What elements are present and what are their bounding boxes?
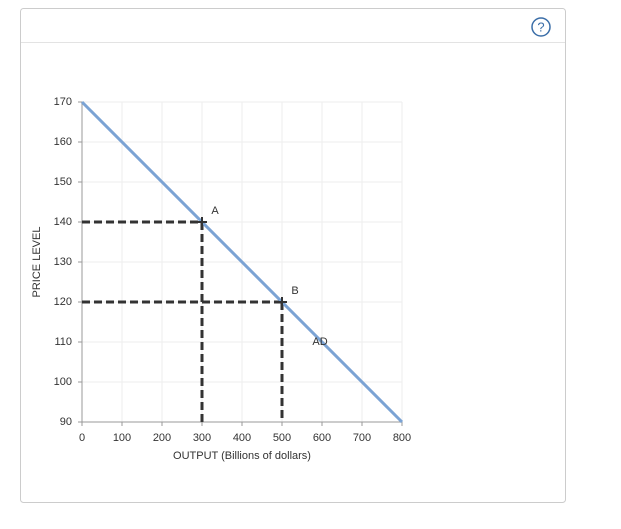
x-axis-label: OUTPUT (Billions of dollars) bbox=[173, 450, 311, 462]
x-tick-label: 700 bbox=[353, 432, 371, 444]
ad-curve bbox=[80, 100, 404, 424]
y-tick-label: 120 bbox=[54, 296, 72, 308]
x-tick-label: 800 bbox=[393, 432, 411, 444]
x-tick-label: 300 bbox=[193, 432, 211, 444]
point-marker bbox=[197, 217, 207, 227]
point-marker bbox=[277, 297, 287, 307]
x-tick-label: 200 bbox=[153, 432, 171, 444]
y-tick-label: 130 bbox=[54, 256, 72, 268]
help-button[interactable]: ? bbox=[531, 17, 551, 37]
y-tick-label: 90 bbox=[60, 416, 72, 428]
x-tick-label: 0 bbox=[79, 432, 85, 444]
y-tick-label: 160 bbox=[54, 136, 72, 148]
x-tick-label: 600 bbox=[313, 432, 331, 444]
point-label: A bbox=[211, 205, 219, 217]
y-axis-label: PRICE LEVEL bbox=[31, 227, 43, 298]
point-label: B bbox=[291, 285, 298, 297]
x-tick-label: 400 bbox=[233, 432, 251, 444]
x-tick-label: 500 bbox=[273, 432, 291, 444]
y-tick-label: 140 bbox=[54, 216, 72, 228]
y-tick-label: 100 bbox=[54, 376, 72, 388]
y-tick-label: 110 bbox=[54, 336, 72, 348]
curve-label: AD bbox=[312, 336, 327, 348]
y-tick-label: 150 bbox=[54, 176, 72, 188]
y-tick-label: 170 bbox=[54, 96, 72, 108]
x-tick-label: 100 bbox=[113, 432, 131, 444]
help-text[interactable]: ? bbox=[537, 19, 544, 34]
panel bbox=[20, 8, 566, 503]
help-circle[interactable] bbox=[531, 17, 551, 37]
